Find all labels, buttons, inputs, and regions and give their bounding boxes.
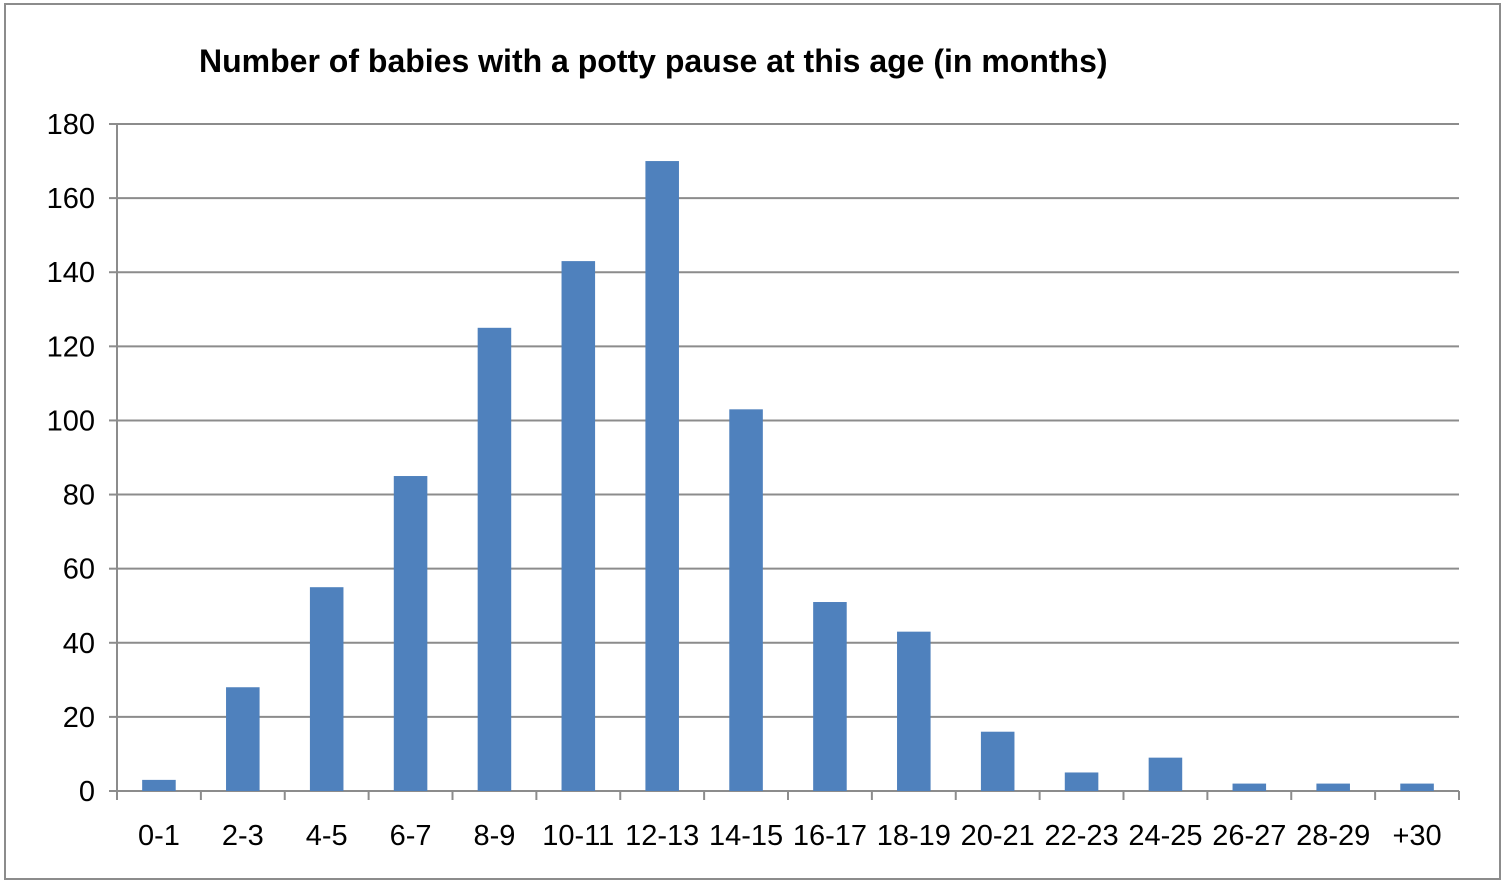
xtick-label-26-27: 26-27	[1212, 820, 1286, 852]
ytick-label-180: 180	[47, 109, 95, 141]
bar-14-15	[729, 409, 763, 791]
bar-20-21	[980, 731, 1015, 791]
ytick-label-120: 120	[47, 331, 95, 363]
xtick-label-20-21: 20-21	[961, 820, 1035, 852]
xtick-label-2-3: 2-3	[222, 820, 264, 852]
bar-28-29	[1316, 783, 1350, 791]
bar-6-7	[393, 476, 428, 791]
xtick-label-22-23: 22-23	[1044, 820, 1118, 852]
bar-26-27	[1232, 783, 1267, 791]
xtick-label-12-13: 12-13	[625, 820, 699, 852]
bar-4-5	[309, 587, 344, 791]
ytick-label-80: 80	[63, 480, 95, 512]
xtick-label-8-9: 8-9	[473, 820, 515, 852]
bar-12-13	[645, 161, 679, 792]
bar-0-1	[142, 779, 176, 791]
bar-10-11	[561, 261, 596, 791]
xtick-label-4-5: 4-5	[306, 820, 348, 852]
bar-2-3	[226, 687, 260, 791]
xtick-label-14-15: 14-15	[709, 820, 783, 852]
bar-8-9	[477, 327, 512, 791]
xtick-label-16-17: 16-17	[793, 820, 867, 852]
chart-title: Number of babies with a potty pause at t…	[199, 43, 1108, 79]
xtick-label-6-7: 6-7	[390, 820, 432, 852]
xtick-label-10-11: 10-11	[542, 820, 614, 852]
xtick-label-18-19: 18-19	[877, 820, 951, 852]
ytick-label-140: 140	[47, 257, 95, 289]
bar-+30	[1400, 783, 1434, 791]
bar-22-23	[1064, 772, 1099, 791]
ytick-label-0: 0	[79, 776, 95, 808]
xtick-label-24-25: 24-25	[1128, 820, 1202, 852]
ytick-label-100: 100	[47, 405, 95, 437]
bar-24-25	[1148, 757, 1183, 791]
xtick-label-28-29: 28-29	[1296, 820, 1370, 852]
ytick-label-20: 20	[63, 702, 95, 734]
bar-18-19	[897, 631, 931, 791]
xtick-label-0-1: 0-1	[138, 820, 180, 852]
bar-16-17	[813, 602, 847, 791]
tick-labels: 0 20 40 60 80 100 120 140 160 180 0-1 2-3 4-5 6-7 8-9 1…	[47, 109, 1442, 852]
xtick-label-+30: +30	[1392, 820, 1441, 852]
bars	[142, 161, 1434, 792]
ytick-label-60: 60	[63, 554, 95, 586]
ytick-label-160: 160	[47, 183, 95, 215]
ytick-label-40: 40	[63, 628, 95, 660]
